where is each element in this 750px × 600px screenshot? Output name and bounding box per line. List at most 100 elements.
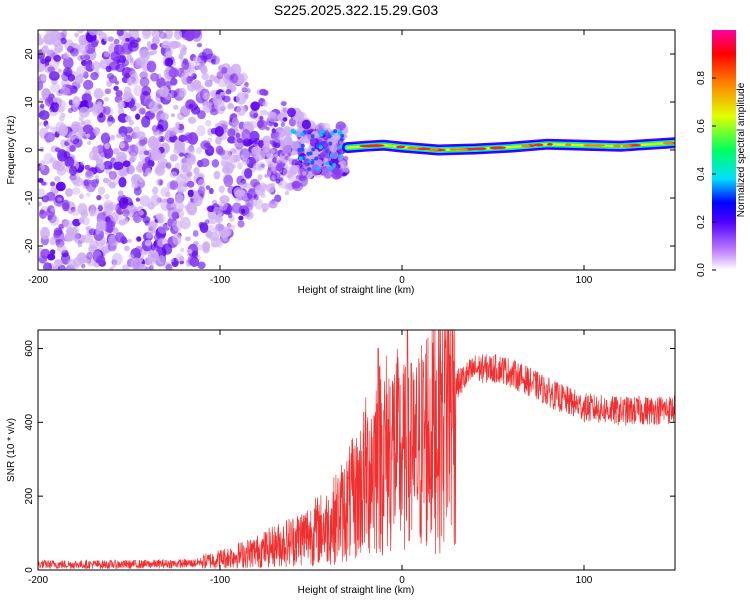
spectrogram-point xyxy=(62,202,70,212)
spectrogram-point xyxy=(339,137,344,142)
spectrogram-point xyxy=(195,146,203,155)
spectrogram-point xyxy=(43,262,53,270)
spectrogram-point xyxy=(327,134,332,139)
spectrogram-point xyxy=(241,129,251,141)
colorbar-label: Normalized spectral amplitude xyxy=(736,82,747,217)
spectrogram-point xyxy=(197,159,204,168)
spectrogram-point xyxy=(275,164,283,172)
spectrogram-point xyxy=(84,119,91,126)
spectrogram-point xyxy=(236,105,247,116)
spectrogram-point xyxy=(81,53,90,60)
spectrogram-point xyxy=(147,250,159,262)
spectrogram-x-tick-label: 100 xyxy=(576,275,593,286)
spectrogram-track-peak xyxy=(367,144,382,147)
colorbar-tick-label: 0.6 xyxy=(696,119,707,133)
spectrogram-point xyxy=(52,38,62,47)
spectrogram-point xyxy=(324,149,329,154)
spectrogram-point xyxy=(150,43,158,50)
spectrogram-point xyxy=(44,131,56,143)
spectrogram-point xyxy=(298,174,308,182)
spectrogram-track-peak xyxy=(662,141,674,145)
spectrogram-point xyxy=(215,224,223,234)
spectrogram-point xyxy=(99,163,105,171)
spectrogram-point xyxy=(52,96,58,103)
spectrogram-point xyxy=(164,57,174,67)
spectrogram-point xyxy=(179,105,191,118)
spectrogram-point xyxy=(122,160,131,167)
spectrogram-point xyxy=(117,190,124,197)
spectrogram-point xyxy=(343,165,350,173)
spectrogram-point xyxy=(225,88,232,95)
spectrogram-point xyxy=(230,63,242,76)
spectrogram-point xyxy=(236,137,244,144)
spectrogram-point xyxy=(72,257,82,267)
spectrogram-point xyxy=(184,236,191,242)
spectrogram-point xyxy=(156,77,166,89)
spectrogram-point xyxy=(126,54,133,61)
spectrogram-point xyxy=(130,257,142,270)
spectrogram-point xyxy=(162,198,168,204)
spectrogram-point xyxy=(89,209,96,217)
spectrogram-track-peak xyxy=(612,144,622,148)
spectrogram-point xyxy=(284,155,289,161)
spectrogram-point xyxy=(228,102,233,107)
spectrogram-point xyxy=(100,132,111,145)
spectrogram-point xyxy=(171,211,180,220)
spectrogram-point xyxy=(86,252,93,260)
spectrogram-point xyxy=(107,120,113,127)
spectrogram-point xyxy=(91,179,99,188)
spectrogram-point xyxy=(151,30,161,39)
spectrogram-point xyxy=(80,55,85,60)
spectrogram-point xyxy=(108,201,117,211)
spectrogram-point xyxy=(124,72,131,79)
snr-y-tick-label: 0 xyxy=(24,567,35,573)
spectrogram-point xyxy=(185,170,193,178)
spectrogram-point xyxy=(60,112,66,118)
spectrogram-point xyxy=(59,86,71,96)
spectrogram-point xyxy=(281,144,292,154)
spectrogram-point xyxy=(150,244,156,251)
spectrogram-point xyxy=(122,91,133,103)
spectrogram-point xyxy=(174,30,180,35)
spectrogram-point xyxy=(164,92,173,101)
spectrogram-point xyxy=(109,266,114,270)
spectrogram-point xyxy=(165,162,172,169)
spectrogram-point xyxy=(161,40,171,49)
spectrogram-x-tick-label: -200 xyxy=(28,275,48,286)
spectrogram-point xyxy=(229,73,239,84)
spectrogram-track-peak xyxy=(590,144,606,147)
spectrogram-point xyxy=(197,244,203,251)
spectrogram-point xyxy=(143,150,150,156)
spectrogram-point xyxy=(38,37,44,46)
spectrogram-point xyxy=(171,257,179,268)
spectrogram-point xyxy=(205,185,211,190)
spectrogram-point xyxy=(40,181,47,186)
spectrogram-point xyxy=(249,199,255,205)
spectrogram-x-label: Height of straight line (km) xyxy=(298,285,415,296)
spectrogram-point xyxy=(115,90,123,97)
spectrogram-point xyxy=(123,134,133,143)
spectrogram-point xyxy=(47,253,56,261)
colorbar-tick-label: 0.8 xyxy=(696,71,707,85)
spectrogram-point xyxy=(137,160,144,168)
spectrogram-point xyxy=(197,186,206,196)
spectrogram-point xyxy=(56,244,67,253)
spectrogram-point xyxy=(179,152,185,157)
spectrogram-point xyxy=(135,197,141,202)
spectrogram-point xyxy=(85,226,91,231)
spectrogram-point xyxy=(38,80,44,91)
spectrogram-point xyxy=(178,53,184,60)
spectrogram-point xyxy=(238,189,246,196)
spectrogram-point xyxy=(299,132,304,137)
spectrogram-point xyxy=(72,96,81,108)
spectrogram-point xyxy=(213,227,218,233)
spectrogram-point xyxy=(338,154,343,159)
spectrogram-point xyxy=(248,197,258,207)
spectrogram-point xyxy=(108,170,117,180)
spectrogram-point xyxy=(41,88,52,100)
spectrogram-point xyxy=(52,160,62,171)
spectrogram-point xyxy=(340,133,345,138)
spectrogram-point xyxy=(38,188,45,198)
spectrogram-point xyxy=(129,152,138,162)
spectrogram-point xyxy=(218,200,228,211)
